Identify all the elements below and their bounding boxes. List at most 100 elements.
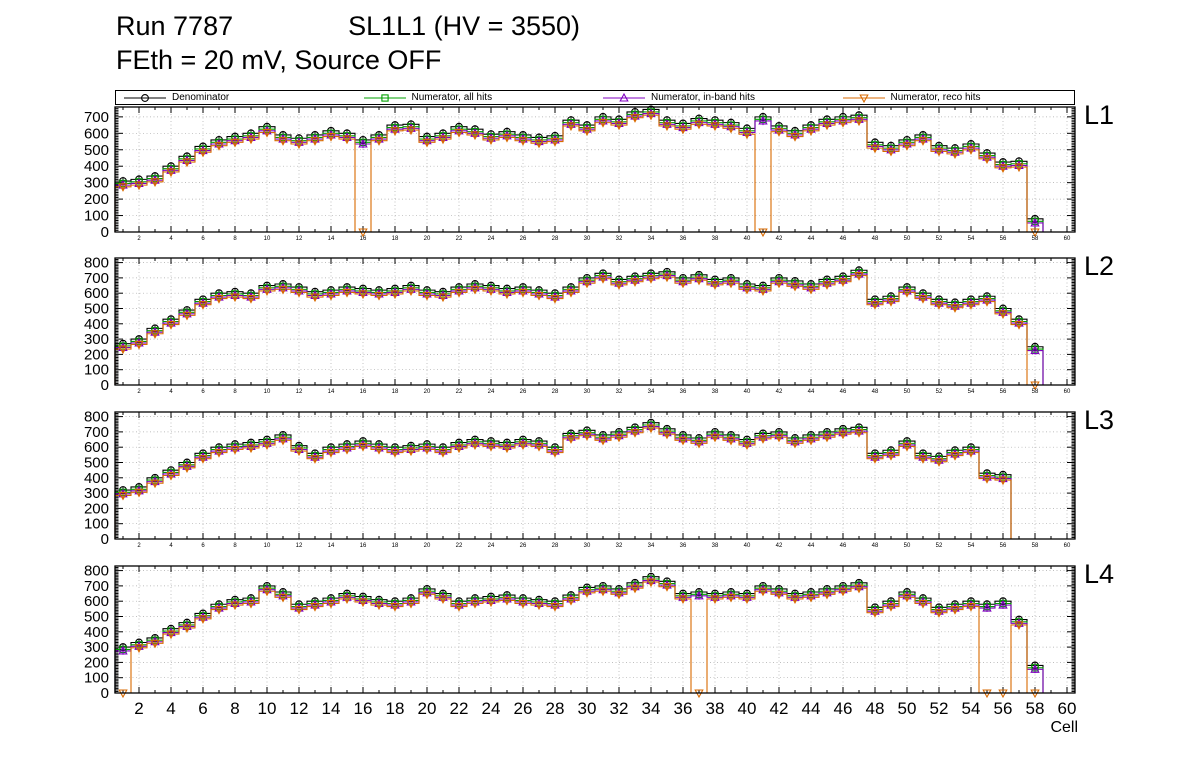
svg-text:0: 0 (101, 685, 109, 702)
svg-text:4: 4 (169, 389, 173, 395)
svg-text:50: 50 (898, 699, 917, 718)
svg-text:500: 500 (84, 142, 109, 159)
svg-text:30: 30 (578, 699, 597, 718)
denominator-marker-icon (124, 93, 166, 102)
chamber-label: SL1L1 (HV = 3550) (348, 11, 581, 41)
legend-entry-reco-hits: Numerator, reco hits (835, 91, 1075, 104)
svg-text:700: 700 (84, 578, 109, 595)
svg-text:46: 46 (834, 699, 853, 718)
svg-text:2: 2 (137, 236, 141, 242)
svg-text:600: 600 (84, 285, 109, 302)
svg-text:6: 6 (201, 389, 205, 395)
svg-text:500: 500 (84, 300, 109, 317)
svg-text:18: 18 (392, 543, 399, 549)
svg-text:24: 24 (488, 389, 495, 395)
svg-text:44: 44 (808, 389, 815, 395)
svg-text:800: 800 (84, 563, 109, 580)
svg-text:28: 28 (552, 543, 559, 549)
svg-text:500: 500 (84, 454, 109, 471)
legend-entry-denominator: Denominator (116, 91, 356, 104)
svg-text:46: 46 (840, 236, 847, 242)
svg-text:40: 40 (738, 699, 757, 718)
svg-text:32: 32 (616, 236, 623, 242)
svg-text:40: 40 (744, 543, 751, 549)
svg-text:22: 22 (456, 543, 463, 549)
svg-text:20: 20 (418, 699, 437, 718)
svg-text:400: 400 (84, 316, 109, 333)
svg-text:54: 54 (968, 543, 975, 549)
svg-text:16: 16 (360, 389, 367, 395)
svg-text:44: 44 (802, 699, 821, 718)
svg-text:0: 0 (101, 224, 109, 241)
svg-text:48: 48 (872, 543, 879, 549)
svg-text:50: 50 (904, 236, 911, 242)
svg-text:12: 12 (296, 236, 303, 242)
plot-subtitle: FEth = 20 mV, Source OFF (116, 45, 442, 75)
svg-text:22: 22 (456, 236, 463, 242)
svg-text:300: 300 (84, 485, 109, 502)
svg-text:14: 14 (328, 236, 335, 242)
svg-text:22: 22 (456, 389, 463, 395)
svg-text:400: 400 (84, 158, 109, 175)
svg-text:12: 12 (290, 699, 309, 718)
svg-text:52: 52 (930, 699, 949, 718)
svg-text:400: 400 (84, 624, 109, 641)
svg-text:42: 42 (770, 699, 789, 718)
svg-text:34: 34 (648, 389, 655, 395)
svg-text:10: 10 (264, 236, 271, 242)
svg-text:16: 16 (354, 699, 373, 718)
svg-text:26: 26 (520, 543, 527, 549)
svg-text:30: 30 (584, 543, 591, 549)
svg-text:14: 14 (328, 389, 335, 395)
svg-text:50: 50 (904, 389, 911, 395)
run-label: Run 7787 (116, 11, 234, 41)
svg-text:60: 60 (1064, 543, 1071, 549)
svg-text:48: 48 (872, 389, 879, 395)
reco-hits-marker-icon (842, 93, 885, 103)
svg-text:60: 60 (1064, 236, 1071, 242)
svg-text:8: 8 (233, 236, 237, 242)
svg-text:42: 42 (776, 389, 783, 395)
svg-text:10: 10 (264, 389, 271, 395)
svg-text:28: 28 (552, 389, 559, 395)
panel-label-L2: L2 (1084, 251, 1115, 281)
svg-text:4: 4 (166, 699, 175, 718)
svg-text:300: 300 (84, 175, 109, 192)
inband-hits-marker-icon (603, 92, 645, 102)
svg-text:32: 32 (616, 389, 623, 395)
svg-text:10: 10 (264, 543, 271, 549)
legend-label: Denominator (172, 92, 230, 103)
svg-text:48: 48 (866, 699, 885, 718)
svg-text:52: 52 (936, 389, 943, 395)
svg-text:10: 10 (258, 699, 277, 718)
svg-text:100: 100 (84, 516, 109, 533)
svg-text:400: 400 (84, 470, 109, 487)
svg-text:26: 26 (520, 236, 527, 242)
svg-text:200: 200 (84, 654, 109, 671)
svg-text:20: 20 (424, 389, 431, 395)
panel-label-L4: L4 (1084, 559, 1115, 589)
legend-entry-all-hits: Numerator, all hits (356, 91, 596, 104)
svg-text:200: 200 (84, 500, 109, 517)
svg-text:50: 50 (904, 543, 911, 549)
svg-text:36: 36 (674, 699, 693, 718)
svg-text:42: 42 (776, 543, 783, 549)
plot-title: Run 7787 SL1L1 (HV = 3550) (116, 11, 580, 42)
svg-text:18: 18 (392, 389, 399, 395)
legend-label: Numerator, reco hits (890, 92, 981, 103)
svg-text:100: 100 (84, 362, 109, 379)
svg-text:6: 6 (201, 543, 205, 549)
svg-text:52: 52 (936, 543, 943, 549)
panel-label-L3: L3 (1084, 405, 1115, 435)
x-axis-title: Cell (1050, 719, 1078, 736)
svg-text:32: 32 (616, 543, 623, 549)
svg-text:100: 100 (84, 208, 109, 225)
svg-text:46: 46 (840, 543, 847, 549)
panel-label-L1: L1 (1084, 100, 1115, 130)
svg-text:38: 38 (712, 389, 719, 395)
svg-text:700: 700 (84, 424, 109, 441)
svg-text:18: 18 (386, 699, 405, 718)
svg-text:8: 8 (233, 389, 237, 395)
svg-text:32: 32 (610, 699, 629, 718)
